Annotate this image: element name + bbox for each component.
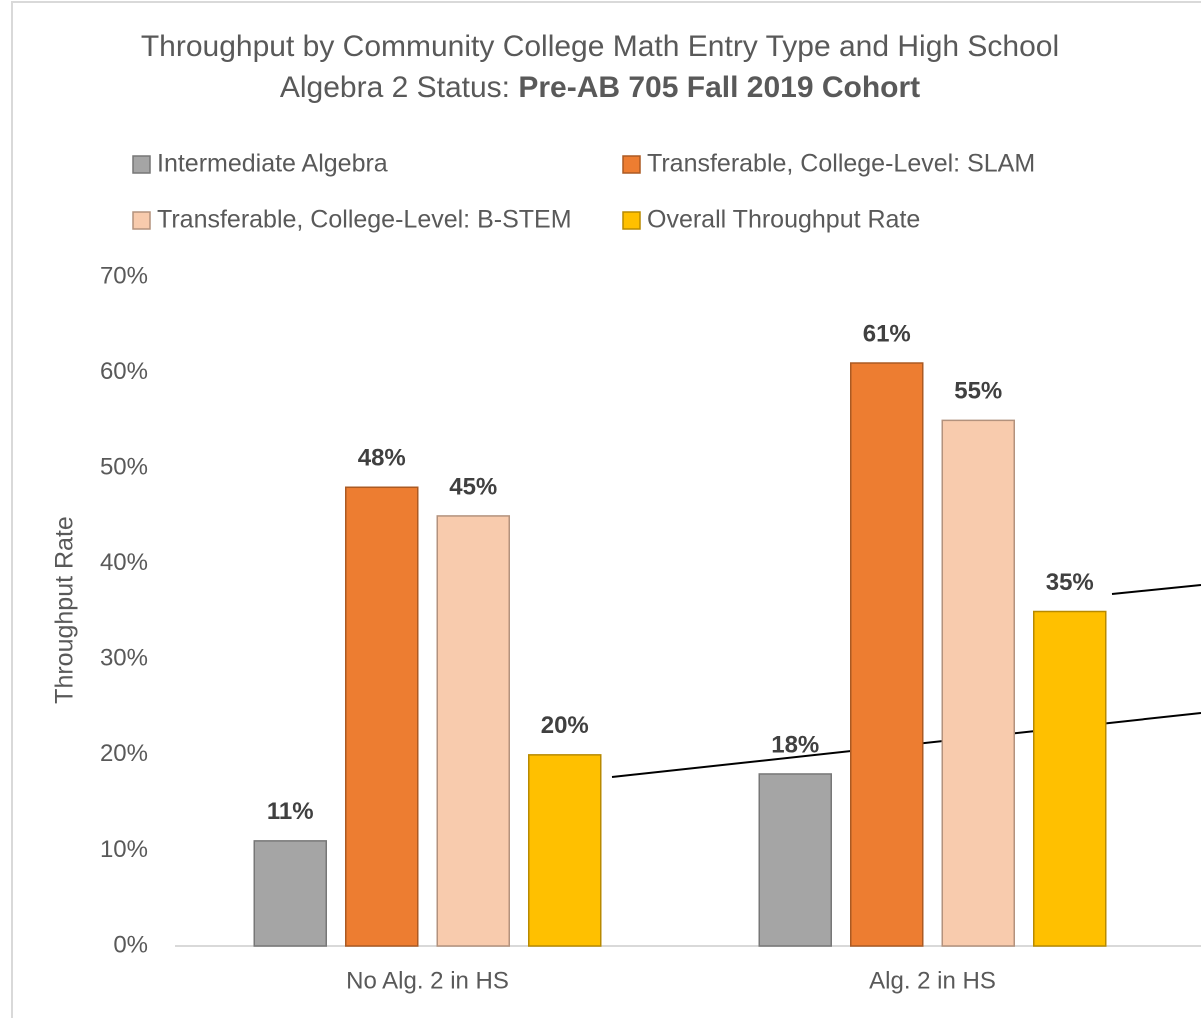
y-tick-label: 60% <box>100 358 148 385</box>
x-tick-label: Alg. 2 in HS <box>869 967 996 994</box>
legend-label: Transferable, College-Level: SLAM <box>647 150 1035 178</box>
bar <box>345 486 419 947</box>
y-axis-label: Throughput Rate <box>51 516 79 704</box>
data-label: 20% <box>541 712 589 739</box>
bar <box>253 840 327 947</box>
x-tick-label: No Alg. 2 in HS <box>346 967 509 994</box>
chart-border <box>11 1 1201 1018</box>
y-tick-label: 20% <box>100 740 148 767</box>
data-label: 18% <box>771 731 819 758</box>
legend-swatch <box>622 211 641 230</box>
data-label: 55% <box>954 378 1002 405</box>
annotation-line <box>1111 584 1201 595</box>
chart-title: Throughput by Community College Math Ent… <box>130 26 1070 108</box>
data-label: 61% <box>863 320 911 347</box>
legend-swatch <box>132 155 151 174</box>
data-label: 45% <box>449 473 497 500</box>
legend-label: Intermediate Algebra <box>157 150 388 178</box>
bar <box>528 754 602 947</box>
legend-label: Overall Throughput Rate <box>647 206 920 234</box>
bar <box>758 773 832 947</box>
y-tick-label: 50% <box>100 453 148 480</box>
y-tick-label: 40% <box>100 549 148 576</box>
y-tick-label: 10% <box>100 836 148 863</box>
legend-swatch <box>132 211 151 230</box>
legend-swatch <box>622 155 641 174</box>
bar <box>436 515 510 947</box>
y-tick-label: 70% <box>100 262 148 289</box>
data-label: 35% <box>1046 569 1094 596</box>
data-label: 11% <box>267 798 314 825</box>
bar <box>1033 610 1107 947</box>
legend-label: Transferable, College-Level: B-STEM <box>157 206 572 234</box>
bar <box>850 362 924 947</box>
data-label: 48% <box>358 445 406 472</box>
y-tick-label: 0% <box>113 931 148 958</box>
bar <box>941 419 1015 947</box>
y-tick-label: 30% <box>100 645 148 672</box>
title-emphasis: Pre-AB 705 Fall 2019 Cohort <box>518 71 921 104</box>
title-text: Throughput by Community College Math Ent… <box>140 30 1060 104</box>
